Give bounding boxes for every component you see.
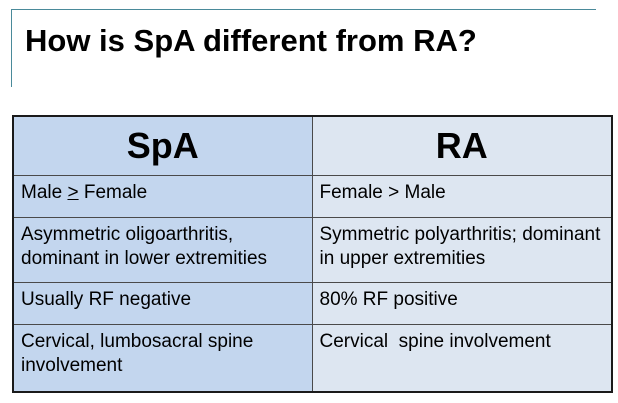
cell-ra-joint-pattern: Symmetric polyarthritis; dominant in upp… bbox=[311, 217, 613, 283]
slide-title: How is SpA different from RA? bbox=[25, 23, 477, 58]
cell-spa-rf-status: Usually RF negative bbox=[12, 282, 313, 325]
cell-spa-sex-ratio: Male > Female bbox=[12, 175, 313, 218]
table-row: Asymmetric oligoarthritis, dominant in l… bbox=[12, 217, 613, 283]
cell-ra-rf-status: 80% RF positive bbox=[311, 282, 613, 325]
cell-text: Male bbox=[21, 182, 68, 203]
table-header-row: SpA RA bbox=[12, 115, 613, 176]
table-row: Male > Female Female > Male bbox=[12, 175, 613, 218]
cell-ra-spine: Cervical spine involvement bbox=[311, 324, 613, 393]
cell-spa-joint-pattern: Asymmetric oligoarthritis, dominant in l… bbox=[12, 217, 313, 283]
table-row: Usually RF negative 80% RF positive bbox=[12, 282, 613, 325]
header-ra: RA bbox=[311, 115, 613, 176]
title-accent-vertical-line bbox=[11, 9, 12, 87]
cell-text: Female bbox=[78, 182, 148, 203]
title-accent-horizontal-line bbox=[11, 9, 596, 10]
cell-spa-spine: Cervical, lumbosacral spine involvement bbox=[12, 324, 313, 393]
greater-or-equal-sign: > bbox=[67, 182, 79, 203]
table-row: Cervical, lumbosacral spine involvement … bbox=[12, 324, 613, 393]
comparison-table: SpA RA Male > Female Female > Male Asymm… bbox=[12, 115, 613, 393]
cell-ra-sex-ratio: Female > Male bbox=[311, 175, 613, 218]
header-spa: SpA bbox=[12, 115, 313, 176]
